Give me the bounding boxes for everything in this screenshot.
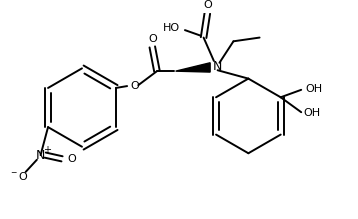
Text: O: O	[148, 34, 157, 44]
Text: O: O	[130, 81, 139, 91]
Text: OH: OH	[306, 84, 323, 94]
Polygon shape	[176, 63, 210, 72]
Text: N: N	[213, 60, 222, 73]
Text: +: +	[43, 145, 51, 155]
Text: HO: HO	[163, 23, 180, 33]
Text: $\mathregular{^-}$O: $\mathregular{^-}$O	[9, 170, 29, 182]
Text: O: O	[67, 154, 76, 164]
Text: O: O	[203, 0, 212, 10]
Text: N: N	[36, 149, 45, 162]
Text: OH: OH	[304, 108, 321, 118]
